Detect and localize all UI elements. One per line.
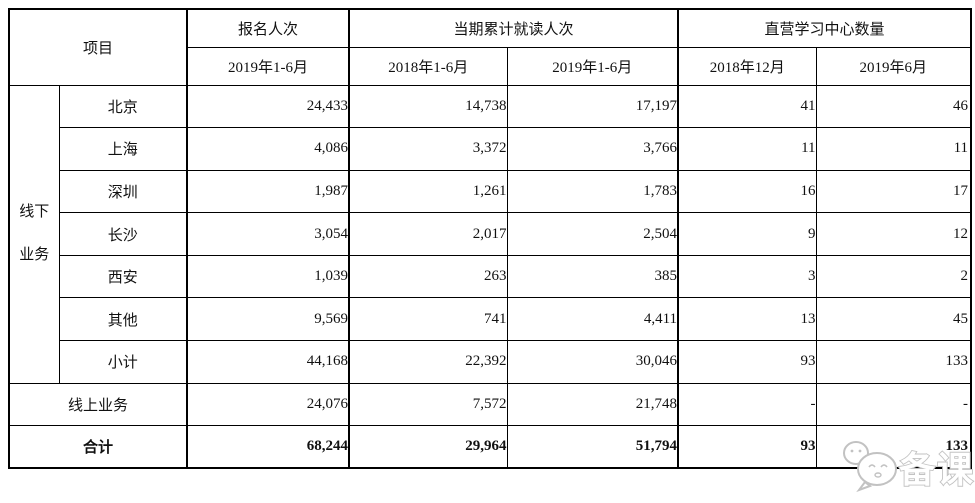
value-cell: 11 — [815, 127, 972, 171]
value-cell: 93 — [677, 340, 817, 384]
city-cell: 长沙 — [58, 212, 188, 256]
value-cell: 46 — [815, 84, 972, 129]
value-cell: 45 — [815, 297, 972, 342]
value-cell: 1,783 — [506, 169, 679, 214]
header-row-periods: 2019年1-6月 2018年1-6月 2019年1-6月 2018年12月 2… — [9, 46, 972, 86]
offline-label-line1: 线下 — [19, 204, 50, 221]
city-cell: 西安 — [58, 254, 188, 299]
value-cell: 12 — [815, 212, 972, 256]
value-cell: - — [677, 382, 817, 427]
col-header-enrollment: 报名人次 — [186, 8, 350, 48]
value-cell: - — [815, 382, 972, 427]
value-cell: 3,372 — [348, 127, 508, 171]
value-cell: 17,197 — [506, 84, 679, 129]
value-cell: 14,738 — [348, 84, 508, 129]
city-cell: 其他 — [58, 297, 188, 342]
value-cell: 11 — [677, 127, 817, 171]
subheader-enrollment-2019: 2019年1-6月 — [186, 46, 350, 86]
value-cell: 1,039 — [186, 254, 350, 299]
row-online-business: 线上业务 24,076 7,572 21,748 - - — [8, 382, 972, 427]
row-shanghai: 上海 4,086 3,372 3,766 11 11 — [9, 127, 972, 171]
value-cell: 3,054 — [186, 212, 350, 256]
online-business-label: 线上业务 — [8, 382, 188, 427]
value-cell: 22,392 — [348, 340, 508, 384]
city-cell: 深圳 — [58, 169, 188, 214]
city-cell: 上海 — [58, 127, 188, 171]
offline-business-label: 线下 业务 — [8, 84, 60, 384]
col-header-project: 项目 — [8, 8, 188, 86]
value-cell: 16 — [677, 169, 817, 214]
value-cell: 133 — [815, 340, 972, 384]
value-cell: 2,504 — [506, 212, 679, 256]
row-grand-total: 合计 68,244 29,964 51,794 93 133 — [8, 425, 972, 469]
value-cell: 13 — [677, 297, 817, 342]
header-row-groups: 项目 报名人次 当期累计就读人次 直营学习中心数量 — [8, 8, 972, 86]
value-cell: 2,017 — [348, 212, 508, 256]
value-cell: 385 — [506, 254, 679, 299]
subheader-attendance-2019: 2019年1-6月 — [506, 46, 679, 86]
row-xian: 西安 1,039 263 385 3 2 — [9, 254, 972, 299]
value-cell: 68,244 — [186, 425, 350, 469]
value-cell: 1,261 — [348, 169, 508, 214]
col-header-attendance: 当期累计就读人次 — [348, 8, 679, 48]
value-cell: 30,046 — [506, 340, 679, 384]
value-cell: 51,794 — [506, 425, 679, 469]
value-cell: 41 — [677, 84, 817, 129]
value-cell: 21,748 — [506, 382, 679, 427]
offline-label-line2: 业务 — [19, 247, 50, 264]
subheader-centers-2019: 2019年6月 — [815, 46, 972, 86]
value-cell: 4,086 — [186, 127, 350, 171]
value-cell: 133 — [815, 425, 972, 469]
value-cell: 24,076 — [186, 382, 350, 427]
subtotal-label: 小计 — [58, 340, 188, 384]
subheader-attendance-2018: 2018年1-6月 — [348, 46, 508, 86]
value-cell: 1,987 — [186, 169, 350, 214]
value-cell: 3 — [677, 254, 817, 299]
value-cell: 44,168 — [186, 340, 350, 384]
value-cell: 9,569 — [186, 297, 350, 342]
city-cell: 北京 — [58, 84, 188, 129]
row-shenzhen: 深圳 1,987 1,261 1,783 16 17 — [9, 169, 972, 214]
subheader-centers-2018: 2018年12月 — [677, 46, 817, 86]
value-cell: 2 — [815, 254, 972, 299]
row-beijing: 线下 业务 北京 24,433 14,738 17,197 41 46 — [8, 84, 972, 384]
row-changsha: 长沙 3,054 2,017 2,504 9 12 — [9, 212, 972, 256]
row-other: 其他 9,569 741 4,411 13 45 — [9, 297, 972, 342]
value-cell: 263 — [348, 254, 508, 299]
value-cell: 9 — [677, 212, 817, 256]
value-cell: 4,411 — [506, 297, 679, 342]
value-cell: 93 — [677, 425, 817, 469]
value-cell: 3,766 — [506, 127, 679, 171]
financial-data-table: 项目 报名人次 当期累计就读人次 直营学习中心数量 2019年1-6月 2018… — [8, 8, 973, 470]
value-cell: 24,433 — [186, 84, 350, 129]
value-cell: 29,964 — [348, 425, 508, 469]
value-cell: 741 — [348, 297, 508, 342]
value-cell: 17 — [815, 169, 972, 214]
value-cell: 7,572 — [348, 382, 508, 427]
grand-total-label: 合计 — [8, 425, 188, 469]
row-subtotal: 小计 44,168 22,392 30,046 93 133 — [9, 340, 972, 384]
col-header-centers: 直营学习中心数量 — [677, 8, 972, 48]
